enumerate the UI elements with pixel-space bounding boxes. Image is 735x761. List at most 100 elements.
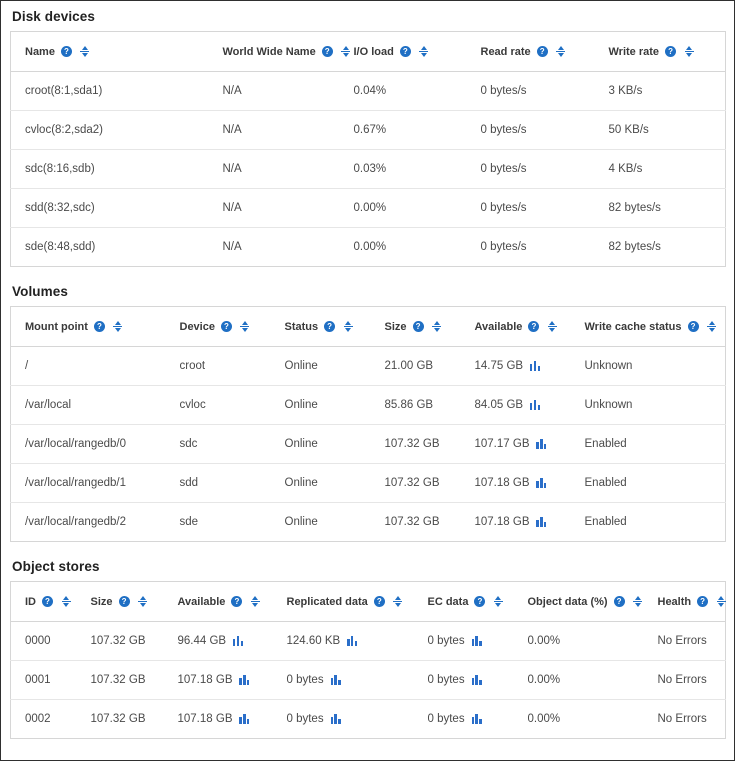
cell-value: 0 bytes/s (480, 202, 527, 214)
column-header-health[interactable]: Health? (643, 581, 727, 622)
column-header-name[interactable]: Name? (10, 31, 209, 72)
cell-value: 0 bytes (427, 674, 465, 686)
help-icon[interactable]: ? (399, 46, 411, 57)
sort-icon[interactable] (61, 595, 71, 608)
column-header-write-cache-status[interactable]: Write cache status? (570, 306, 726, 347)
column-header-label: Device (179, 320, 215, 333)
chart-bar (540, 517, 543, 527)
column-header-inner: Size? (91, 595, 148, 608)
help-icon[interactable]: ? (93, 321, 105, 332)
table-cell: 107.32 GB (371, 503, 461, 542)
column-header-status[interactable]: Status? (270, 306, 371, 347)
help-icon[interactable]: ? (321, 46, 333, 57)
bar-chart-icon[interactable] (330, 674, 341, 686)
cell-with-chart: 107.17 GB (475, 438, 547, 450)
bar-chart-icon[interactable] (530, 360, 541, 372)
cell-value: 0 bytes/s (480, 163, 527, 175)
bar-chart-icon[interactable] (233, 635, 244, 647)
sort-icon[interactable] (343, 320, 353, 333)
column-header-id[interactable]: ID? (10, 581, 77, 622)
sort-icon[interactable] (547, 320, 557, 333)
column-header-device[interactable]: Device? (165, 306, 271, 347)
table-cell: cvloc(8:2,sda2) (10, 110, 209, 150)
column-header-world-wide-name[interactable]: World Wide Name? (208, 31, 351, 72)
column-header-available[interactable]: Available? (163, 581, 273, 622)
bar-chart-icon[interactable] (347, 635, 358, 647)
table-row: 0001 107.32 GB 107.18 GB 0 bytes 0 bytes 0.00… (10, 660, 726, 700)
sort-icon[interactable] (341, 45, 351, 58)
table-cell: Enabled (571, 503, 726, 542)
bar-chart-icon[interactable] (239, 713, 250, 725)
help-icon[interactable]: ? (324, 321, 336, 332)
column-header-object-data[interactable]: Object data (%)? (513, 581, 644, 622)
sort-icon[interactable] (684, 45, 694, 58)
sort-icon[interactable] (419, 45, 429, 58)
cell-value: Unknown (584, 360, 633, 372)
bar-chart-icon[interactable] (536, 477, 547, 489)
bar-chart-icon[interactable] (471, 635, 482, 647)
chart-bar (239, 717, 242, 724)
help-icon[interactable]: ? (528, 321, 540, 332)
table-cell: Unknown (570, 385, 726, 425)
table-header-row: Name? World Wide Name? I/O load? Read rate?… (10, 31, 726, 72)
column-header-size[interactable]: Size? (370, 306, 461, 347)
cell-value: 107.32 GB (384, 438, 440, 450)
bar-chart-icon[interactable] (536, 516, 547, 528)
bar-chart-icon[interactable] (530, 399, 541, 411)
table-cell: sdd(8:32,sdc) (10, 188, 209, 228)
help-icon[interactable]: ? (231, 596, 243, 607)
sort-icon[interactable] (707, 320, 717, 333)
column-header-replicated-data[interactable]: Replicated data? (272, 581, 414, 622)
bar-chart-icon[interactable] (536, 438, 547, 450)
help-icon[interactable]: ? (60, 46, 72, 57)
column-header-i-o-load[interactable]: I/O load? (339, 31, 467, 72)
sort-icon[interactable] (80, 45, 90, 58)
section-title-object-stores: Object stores (12, 559, 100, 574)
sort-icon[interactable] (138, 595, 148, 608)
help-icon[interactable]: ? (697, 596, 709, 607)
help-icon[interactable]: ? (373, 596, 385, 607)
bar-chart-icon[interactable] (330, 713, 341, 725)
bar-chart-icon[interactable] (471, 674, 482, 686)
column-header-inner: Health? (658, 595, 727, 608)
cell-with-chart: 96.44 GB (178, 635, 244, 647)
table-row: croot(8:1,sda1) N/A 0.04% 0 bytes/s 3 KB/s (10, 71, 726, 111)
cell-value: 0000 (25, 635, 51, 647)
table-cell: 3 KB/s (594, 71, 726, 111)
chart-bar (239, 678, 242, 685)
sort-icon[interactable] (393, 595, 403, 608)
cell-value: Enabled (584, 438, 627, 450)
help-icon[interactable]: ? (687, 321, 699, 332)
table-cell: No Errors (643, 621, 726, 661)
help-icon[interactable]: ? (118, 596, 130, 607)
sort-icon[interactable] (716, 595, 726, 608)
sort-icon[interactable] (432, 320, 442, 333)
section-disk-devices: Disk devices Name? World Wide Name? I/O loa… (10, 9, 726, 267)
cell-value: 85.86 GB (384, 399, 434, 411)
sort-icon[interactable] (113, 320, 123, 333)
chart-bar (479, 680, 482, 685)
sort-icon[interactable] (556, 45, 566, 58)
help-icon[interactable]: ? (220, 321, 232, 332)
column-header-label: Write cache status (584, 320, 682, 333)
help-icon[interactable]: ? (42, 596, 53, 607)
column-header-read-rate[interactable]: Read rate? (466, 31, 595, 72)
help-icon[interactable]: ? (613, 596, 625, 607)
chart-bar (243, 714, 246, 724)
sort-icon[interactable] (240, 320, 250, 333)
column-header-write-rate[interactable]: Write rate? (594, 31, 726, 72)
help-icon[interactable]: ? (412, 321, 424, 332)
column-header-mount-point[interactable]: Mount point? (10, 306, 166, 347)
sort-icon[interactable] (250, 595, 260, 608)
sort-icon[interactable] (633, 595, 643, 608)
column-header-available[interactable]: Available? (460, 306, 571, 347)
bar-chart-icon[interactable] (471, 713, 482, 725)
bar-chart-icon[interactable] (239, 674, 250, 686)
sort-icon[interactable] (493, 595, 503, 608)
column-header-ec-data[interactable]: EC data? (413, 581, 514, 622)
help-icon[interactable]: ? (536, 46, 548, 57)
help-icon[interactable]: ? (665, 46, 677, 57)
column-header-size[interactable]: Size? (76, 581, 164, 622)
table-cell: 0 bytes (414, 700, 514, 739)
help-icon[interactable]: ? (474, 596, 486, 607)
